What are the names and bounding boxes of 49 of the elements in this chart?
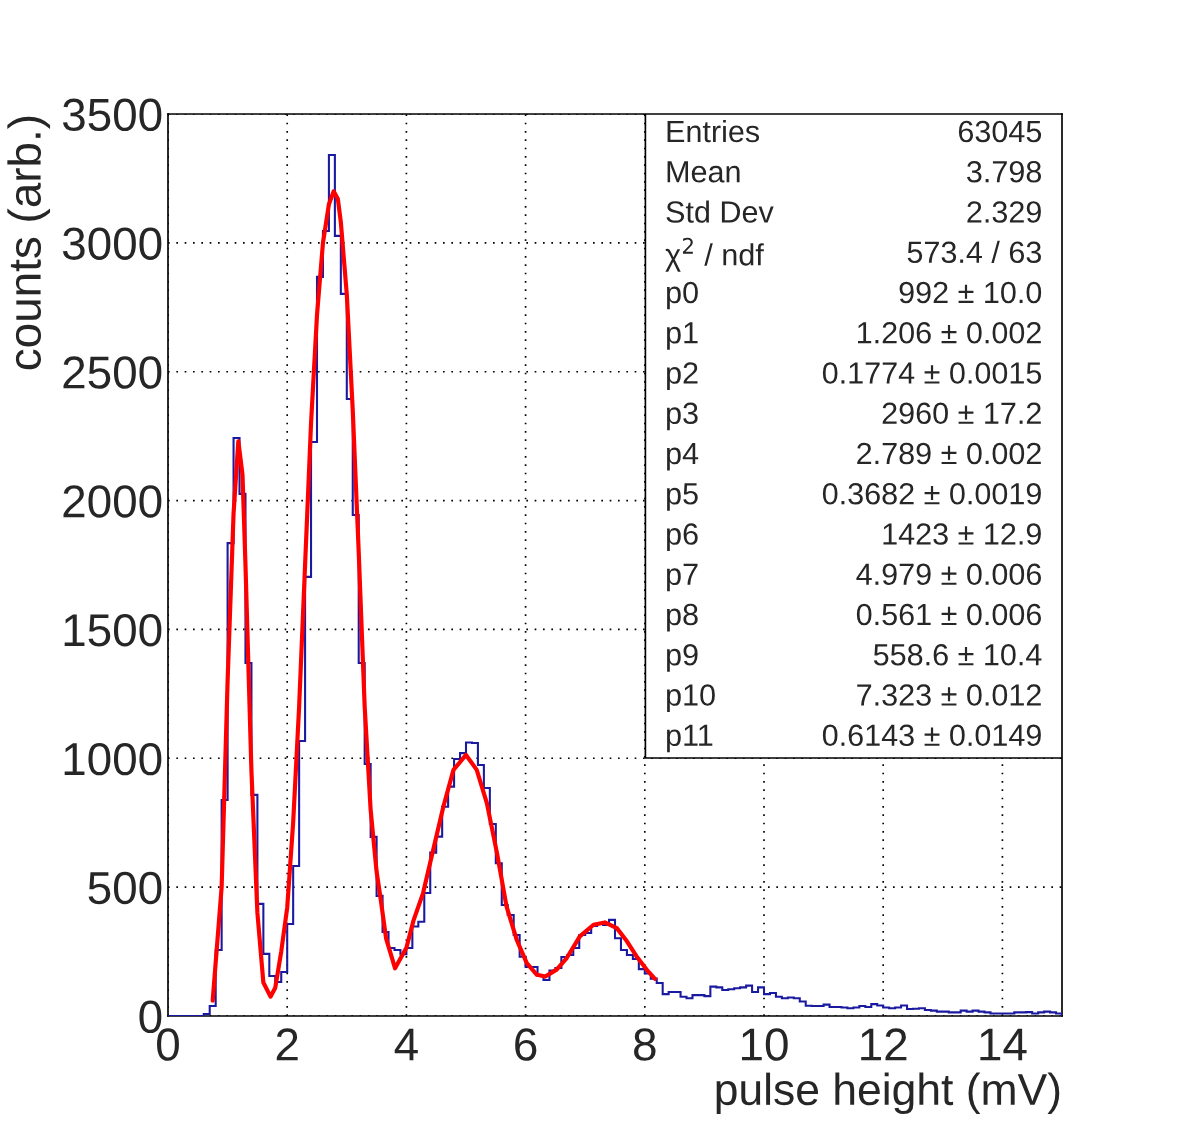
x-axis-title: pulse height (mV) [716,1072,1060,1115]
annotation: 2960 ± 17.2 [882,402,1041,425]
annotation: p7 [667,563,698,592]
annotation: p11 [667,724,713,753]
x-tick-label: 8 [634,1028,656,1061]
annotation: 2.329 [967,201,1041,223]
annotation: 63045 [958,120,1042,143]
annotation: 0.561 ± 0.006 [856,603,1041,626]
y-tick-label: 1000 [64,742,162,776]
annotation: p5 [667,483,698,511]
annotation: Entries [667,119,760,143]
annotation: 1423 ± 12.9 [883,523,1041,545]
annotation: 7.323 ± 0.012 [857,684,1041,706]
annotation: 573.4 / 63 [907,240,1041,264]
y-axis-title: counts (arb.) [7,116,51,370]
y-tick-label: 3500 [62,98,162,132]
annotation: p2 [667,362,698,390]
annotation: χ$^{2}$ / ndf [665,237,764,272]
annotation: p9 [667,643,698,672]
annotation: 992 ± 10.0 [899,281,1042,304]
line-series [210,189,658,1003]
annotation: 3.798 [967,160,1042,183]
annotation: 2.789 ± 0.002 [857,442,1041,465]
annotation: 1.206 ± 0.002 [858,321,1041,344]
annotation: 558.6 ± 10.4 [873,643,1042,666]
y-tick-label: 500 [88,871,162,905]
x-tick-label: 12 [861,1028,907,1061]
annotation: 0.3682 ± 0.0019 [822,482,1041,505]
annotation: p1 [667,322,698,350]
y-tick-label: 3000 [62,227,162,260]
x-tick-label: 6 [515,1028,537,1061]
annotation: 4.979 ± 0.006 [856,563,1041,586]
y-tick-label: 2000 [63,485,162,518]
y-tick-label: 1500 [64,614,162,647]
annotation: p8 [667,603,698,632]
annotation: 0.6143 ± 0.0149 [822,724,1041,747]
annotation: p3 [667,402,698,431]
annotation: p4 [667,443,699,471]
y-tick-label: 2500 [63,356,162,389]
x-tick-label: 14 [980,1028,1027,1061]
annotation: Std Dev [666,200,774,223]
annotation: p6 [667,523,698,551]
x-tick-label: 2 [276,1028,298,1061]
x-tick-label: 10 [742,1028,788,1061]
x-tick-label: 4 [394,1028,418,1061]
annotation: p10 [667,684,715,712]
annotation: p0 [667,281,698,310]
annotation: Mean [667,161,740,183]
annotation: 0.1774 ± 0.0015 [822,362,1042,384]
